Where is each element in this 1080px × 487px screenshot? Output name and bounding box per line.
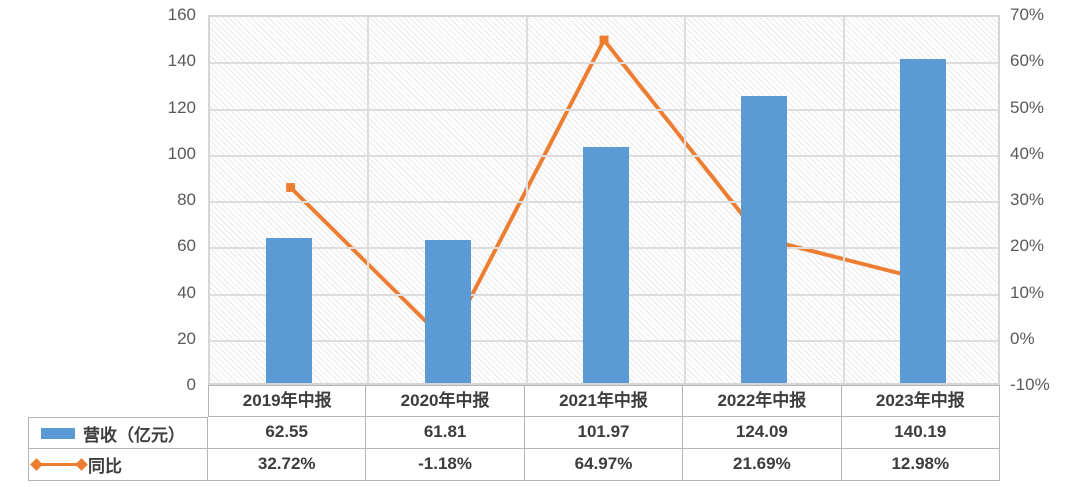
- yoy-marker: [286, 183, 296, 192]
- table-value-cell: 21.69%: [683, 449, 842, 481]
- legend-yoy-label: 同比: [88, 457, 122, 476]
- legend-revenue-label: 营收（亿元）: [83, 425, 185, 445]
- table-value-cell: -1.18%: [366, 449, 525, 481]
- yoy-marker: [599, 35, 609, 45]
- bar-swatch-icon: [41, 427, 75, 439]
- right-axis-tick: 20%: [1010, 236, 1045, 256]
- h-gridline: [210, 62, 998, 65]
- table-header-cell: 2022年中报: [683, 385, 842, 417]
- legend-item-yoy: 同比: [28, 449, 208, 481]
- left-axis-tick: 40: [177, 282, 196, 302]
- table-value-cell: 140.19: [841, 417, 1000, 449]
- table-header-cell: 2020年中报: [366, 385, 525, 417]
- v-gridline: [367, 17, 370, 383]
- right-axis-tick: 30%: [1010, 190, 1045, 209]
- diamond-icon: [30, 458, 43, 471]
- table-value-cell: 32.72%: [208, 449, 367, 481]
- right-axis-tick: 60%: [1010, 51, 1045, 71]
- h-gridline: [210, 108, 998, 111]
- revenue-bar: [741, 96, 788, 383]
- v-gridline: [684, 17, 687, 383]
- left-axis-tick: 80: [177, 190, 196, 209]
- table-header-cell: 2019年中报: [208, 385, 367, 417]
- right-axis-tick: 10%: [1010, 282, 1045, 302]
- right-axis-tick: 70%: [1010, 5, 1045, 24]
- table-value-cell: 64.97%: [524, 449, 684, 481]
- legend-item-revenue: 营收（亿元）: [28, 417, 208, 449]
- right-axis-tick: 50%: [1010, 97, 1045, 117]
- diamond-icon: [75, 458, 88, 471]
- table-value-cell: 12.98%: [841, 449, 1000, 481]
- left-axis-tick: 140: [167, 51, 196, 71]
- line-icon: [35, 463, 83, 466]
- table-value-cell: 101.97: [524, 417, 684, 449]
- line-marker-swatch: [30, 458, 88, 471]
- table-value-cell: 62.55: [208, 417, 367, 449]
- v-gridline: [525, 17, 528, 383]
- plot-area: [208, 15, 1000, 385]
- revenue-bar: [583, 147, 629, 383]
- table-value-cell: 124.09: [683, 417, 842, 449]
- v-gridline: [842, 17, 845, 383]
- right-axis-tick: 0%: [1010, 328, 1035, 348]
- right-axis-tick: 40%: [1010, 143, 1045, 163]
- table-header-cell: 2021年中报: [524, 385, 684, 417]
- revenue-bar: [424, 240, 471, 383]
- left-axis-tick: 120: [167, 97, 196, 117]
- revenue-bar: [266, 238, 313, 383]
- revenue-bar: [899, 58, 946, 383]
- table-value-cell: 61.81: [366, 417, 525, 449]
- left-axis-tick: 160: [167, 5, 196, 24]
- left-axis-tick: 0: [186, 375, 196, 394]
- right-axis-tick: -10%: [1010, 375, 1050, 394]
- left-axis-tick: 20: [177, 328, 196, 348]
- left-axis-tick: 100: [167, 143, 196, 163]
- table-header-cell: 2023年中报: [841, 385, 1000, 417]
- left-axis-tick: 60: [177, 236, 196, 256]
